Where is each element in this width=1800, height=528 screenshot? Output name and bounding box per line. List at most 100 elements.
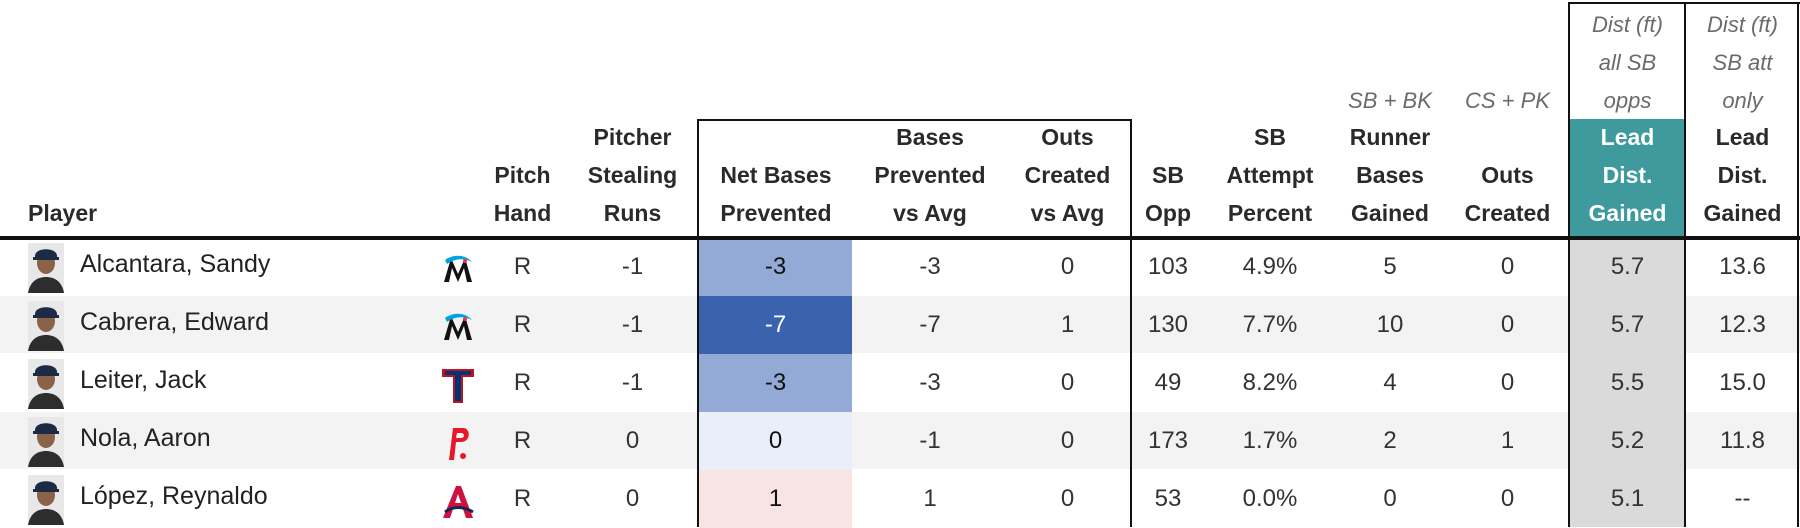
braves-logo-icon xyxy=(441,481,475,521)
player-name-link[interactable]: Leiter, Jack xyxy=(80,366,207,394)
cell-outs-created-avg: 0 xyxy=(1060,369,1075,396)
cell-outs-created: 0 xyxy=(1500,311,1515,338)
header-sb-attempt[interactable]: SB Attempt Percent xyxy=(1226,124,1314,226)
cell-lead-att: 13.6 xyxy=(1719,253,1766,280)
cell-lead-all: 5.1 xyxy=(1610,485,1645,512)
cell-bases-prevented: -3 xyxy=(919,253,941,280)
cell-sb-attempt: 0.0% xyxy=(1242,485,1298,512)
player-name-link[interactable]: Cabrera, Edward xyxy=(80,308,269,336)
cell-outs-created: 0 xyxy=(1500,485,1515,512)
cell-hand: R xyxy=(513,311,532,338)
cell-lead-att: 15.0 xyxy=(1719,369,1766,396)
cell-outs-created: 0 xyxy=(1500,253,1515,280)
cell-lead-all: 5.7 xyxy=(1610,253,1645,280)
cell-outs-created-avg: 0 xyxy=(1060,427,1075,454)
net-bases-heat-cell xyxy=(699,354,852,412)
super-header-lead-att: Dist (ft) SB att only xyxy=(1707,12,1778,113)
header-player[interactable]: Player xyxy=(28,200,98,226)
player-name-link[interactable]: López, Reynaldo xyxy=(80,482,268,510)
cell-bases-prevented: 1 xyxy=(923,485,937,512)
header-stealing-runs[interactable]: Pitcher Stealing Runs xyxy=(587,124,678,226)
header-runner-bases[interactable]: Runner Bases Gained xyxy=(1349,124,1431,226)
cell-stealing-runs: -1 xyxy=(621,369,644,396)
super-header-runner-bases: SB + BK xyxy=(1348,88,1432,113)
cell-sb-opp: 49 xyxy=(1154,369,1182,396)
player-avatar xyxy=(28,243,64,293)
player-avatar xyxy=(28,301,64,351)
player-avatar xyxy=(28,417,64,467)
cell-lead-all: 5.2 xyxy=(1610,427,1645,454)
cell-outs-created-avg: 1 xyxy=(1060,311,1075,338)
cell-sb-attempt: 8.2% xyxy=(1242,369,1298,396)
net-bases-heat-cell xyxy=(699,412,852,470)
cell-hand: R xyxy=(513,253,532,280)
marlins-logo-icon xyxy=(441,249,475,289)
net-bases-box-left xyxy=(697,119,699,527)
cell-bases-prevented: -7 xyxy=(919,311,941,338)
header-divider xyxy=(0,236,1800,240)
cell-runner-bases: 0 xyxy=(1383,485,1397,512)
cell-stealing-runs: 0 xyxy=(625,485,640,512)
cell-net-bases: -3 xyxy=(764,369,787,396)
marlins-logo-icon xyxy=(441,307,475,347)
cell-net-bases: 0 xyxy=(768,427,783,454)
super-header-outs-created: CS + PK xyxy=(1465,88,1550,113)
net-bases-heat-cell xyxy=(699,470,852,528)
cell-outs-created-avg: 0 xyxy=(1060,253,1075,280)
cell-lead-att: 11.8 xyxy=(1720,427,1765,454)
cell-lead-all: 5.7 xyxy=(1610,311,1645,338)
cell-outs-created: 1 xyxy=(1500,427,1515,454)
net-bases-box-right xyxy=(1130,119,1132,527)
header-lead-dist-all[interactable]: Lead Dist. Gained xyxy=(1588,124,1667,226)
cell-runner-bases: 4 xyxy=(1383,369,1397,396)
cell-lead-att: 12.3 xyxy=(1719,311,1766,338)
cell-lead-att: -- xyxy=(1734,485,1751,512)
cell-net-bases: -7 xyxy=(764,311,787,338)
player-name-link[interactable]: Nola, Aaron xyxy=(80,424,211,452)
header-outs-created[interactable]: Outs Created xyxy=(1464,162,1551,226)
header-net-bases[interactable]: Net Bases Prevented xyxy=(720,162,832,226)
cell-hand: R xyxy=(513,369,532,396)
cell-stealing-runs: 0 xyxy=(625,427,640,454)
net-bases-heat-cell xyxy=(699,238,852,296)
lead-box-left xyxy=(1568,2,1570,527)
cell-bases-prevented: -1 xyxy=(919,427,941,454)
cell-stealing-runs: -1 xyxy=(621,311,644,338)
header-bases-prevented[interactable]: Bases Prevented vs Avg xyxy=(874,124,986,226)
lead-dist-column-bg xyxy=(1570,238,1685,527)
cell-sb-opp: 173 xyxy=(1147,427,1189,454)
cell-runner-bases: 10 xyxy=(1376,311,1404,338)
cell-runner-bases: 5 xyxy=(1383,253,1397,280)
header-outs-created-avg[interactable]: Outs Created vs Avg xyxy=(1024,124,1111,226)
row-band xyxy=(0,296,1800,353)
cell-lead-all: 5.5 xyxy=(1610,369,1645,396)
player-name-link[interactable]: Alcantara, Sandy xyxy=(80,250,271,278)
cell-stealing-runs: -1 xyxy=(621,253,644,280)
cell-hand: R xyxy=(513,485,532,512)
cell-sb-opp: 53 xyxy=(1154,485,1182,512)
net-bases-heat-cell xyxy=(699,296,852,354)
cell-sb-attempt: 4.9% xyxy=(1242,253,1298,280)
header-lead-dist-att[interactable]: Lead Dist. Gained xyxy=(1703,124,1782,226)
net-bases-box-top xyxy=(697,119,1130,121)
phillies-logo-icon xyxy=(441,423,475,463)
cell-outs-created-avg: 0 xyxy=(1060,485,1075,512)
cell-hand: R xyxy=(513,427,532,454)
header-pitch-hand[interactable]: Pitch Hand xyxy=(493,162,552,226)
cell-sb-attempt: 1.7% xyxy=(1242,427,1298,454)
lead-dist-header-bg xyxy=(1570,119,1685,236)
cell-sb-opp: 130 xyxy=(1147,311,1189,338)
cell-bases-prevented: -3 xyxy=(919,369,941,396)
player-avatar xyxy=(28,475,64,525)
super-header-lead-all: Dist (ft) all SB opps xyxy=(1592,12,1663,113)
cell-runner-bases: 2 xyxy=(1383,427,1397,454)
cell-outs-created: 0 xyxy=(1500,369,1515,396)
cell-sb-attempt: 7.7% xyxy=(1242,311,1298,338)
rangers-logo-icon xyxy=(441,365,475,405)
row-band xyxy=(0,412,1800,469)
cell-sb-opp: 103 xyxy=(1147,253,1189,280)
header-sb-opp[interactable]: SB Opp xyxy=(1145,162,1191,226)
cell-net-bases: 1 xyxy=(768,485,783,512)
player-avatar xyxy=(28,359,64,409)
lead-box-middle xyxy=(1684,2,1686,527)
